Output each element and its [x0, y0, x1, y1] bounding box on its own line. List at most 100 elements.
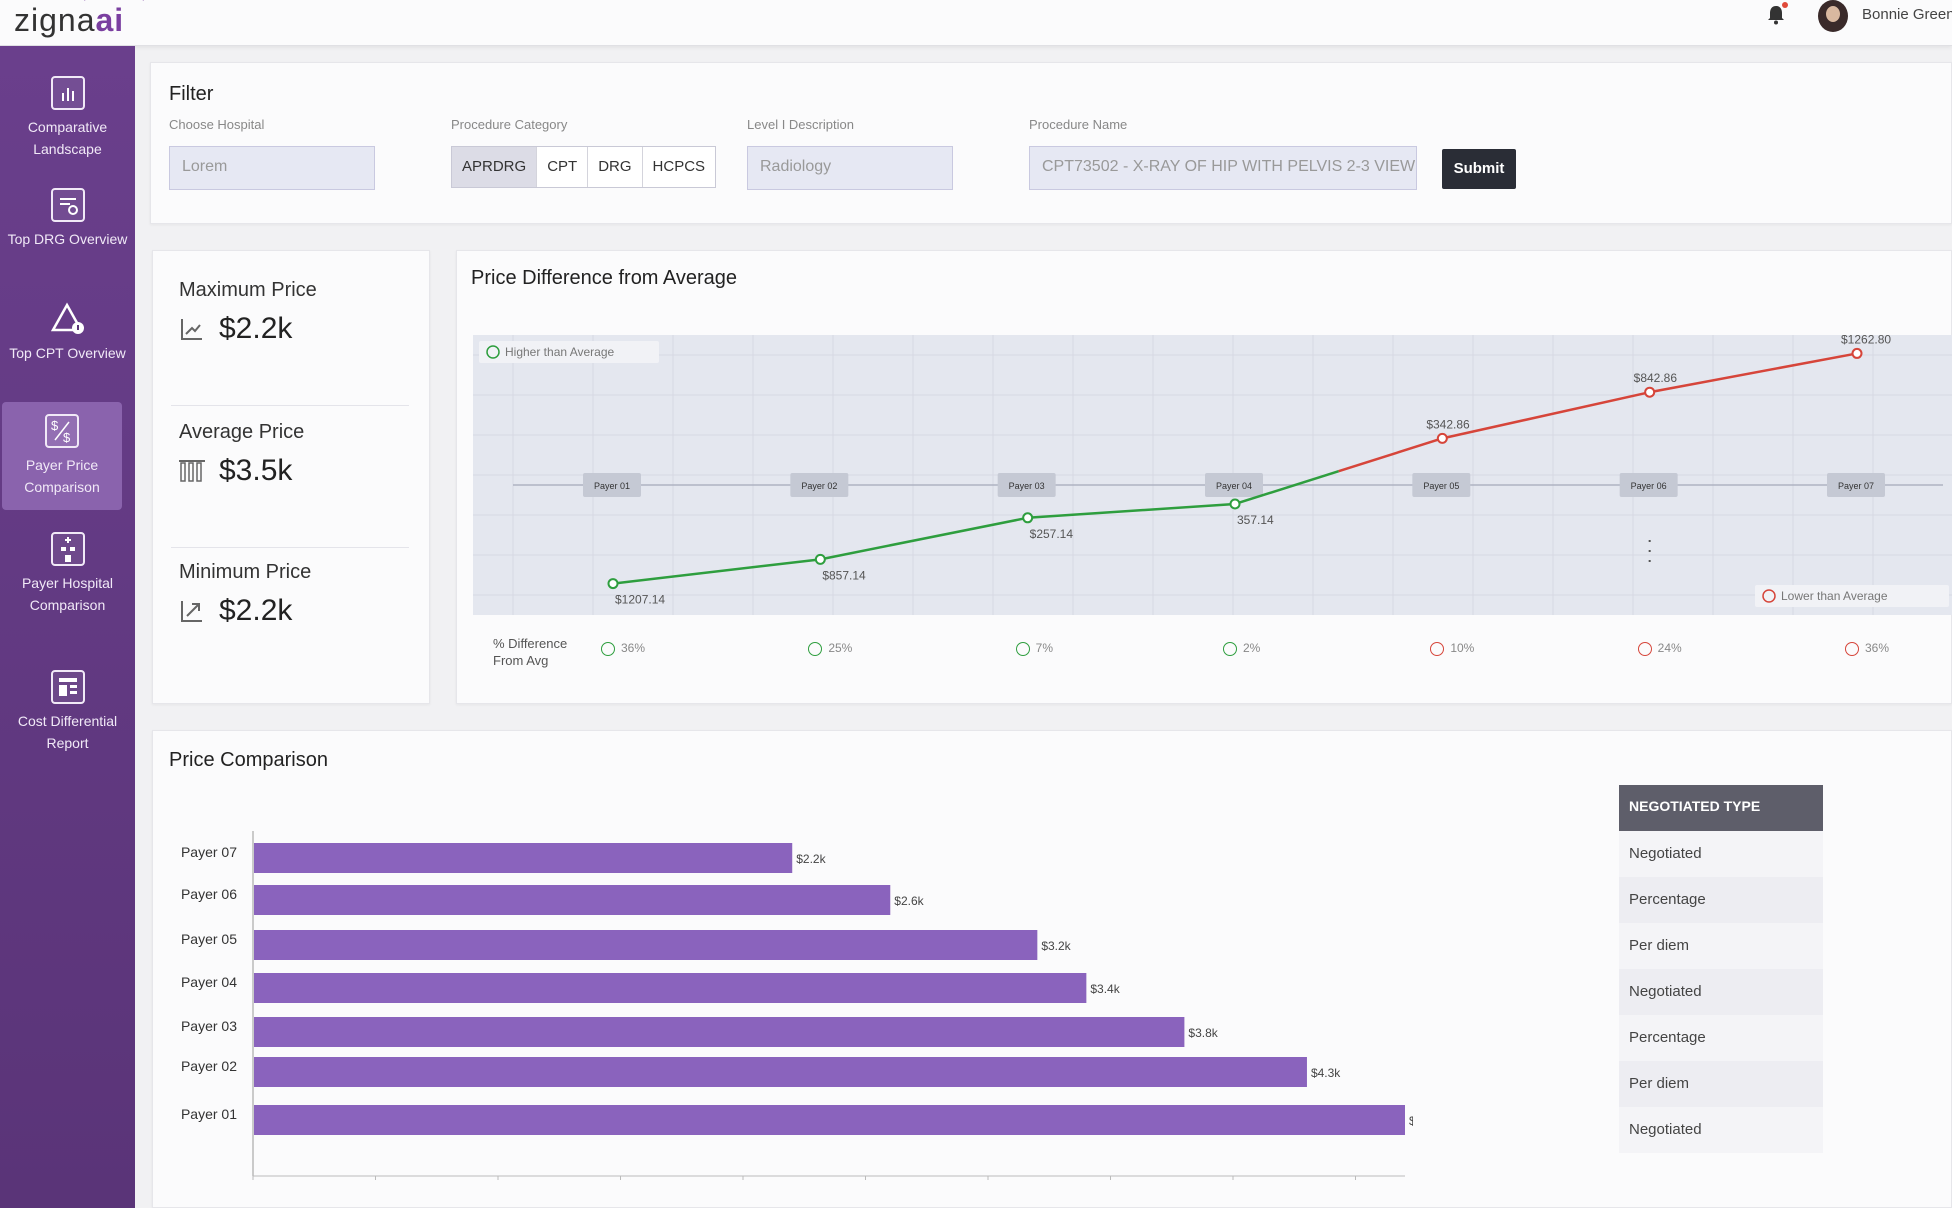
bar-chart-icon: [50, 76, 85, 110]
bar[interactable]: [254, 843, 793, 873]
category-option-aprdrg[interactable]: APRDRG: [452, 147, 538, 187]
data-label: 357.14: [1237, 513, 1274, 527]
category-option-hcpcs[interactable]: HCPCS: [652, 158, 706, 175]
series-line-segment: [820, 516, 1028, 561]
bar-value-label: $4.3k: [1311, 1066, 1341, 1080]
procedure-name-select[interactable]: CPT73502 - X-RAY OF HIP WITH PELVIS 2-3 …: [1029, 146, 1417, 190]
sidebar: Comparative Landscape Top DRG Overview T…: [0, 46, 135, 1208]
sidebar-item-label: Payer Hospital Comparison: [21, 575, 114, 613]
up-circle-icon: [1637, 641, 1652, 656]
bar[interactable]: [254, 1057, 1307, 1087]
bar[interactable]: [254, 1017, 1185, 1047]
procedure-category-label: Procedure Category: [451, 117, 568, 132]
avatar[interactable]: [1818, 0, 1848, 32]
data-point[interactable]: [1436, 432, 1448, 444]
avg-price-value: $3.5k: [219, 454, 293, 487]
price-stats-panel: Maximum Price $2.2k Average Price $3.5k …: [152, 250, 430, 704]
svg-text:Lower than Average: Lower than Average: [1781, 589, 1888, 603]
filter-title: Filter: [169, 83, 214, 105]
document-icon: [50, 188, 85, 222]
bar-value-label: $3.4k: [1090, 982, 1120, 996]
sidebar-item-payer-price-comparison[interactable]: $ $ Payer Price Comparison: [2, 402, 122, 510]
series-line-segment: [1338, 437, 1443, 473]
x-category-label: Payer 04: [1205, 473, 1263, 497]
data-point[interactable]: [607, 578, 619, 590]
max-price-value: $2.2k: [219, 312, 293, 345]
notification-bell-icon[interactable]: [1766, 2, 1788, 26]
data-point[interactable]: [1229, 498, 1241, 510]
pct-difference-label: % Difference From Avg: [493, 636, 568, 668]
procedure-category-toggle: APRDRG CPT DRG HCPCS: [451, 146, 717, 188]
data-point[interactable]: [1851, 347, 1863, 359]
y-tick-label: Payer 04: [181, 974, 237, 990]
sidebar-item-cost-differential-report[interactable]: Cost Differential Report: [0, 670, 135, 754]
bar[interactable]: [254, 973, 1087, 1003]
sidebar-item-comparative-landscape[interactable]: Comparative Landscape: [0, 76, 135, 160]
price-comparison-panel: Price Comparison Payer 07 $2.2k Payer 06 $2…: [152, 730, 1952, 1208]
level-description-select[interactable]: Radiology: [747, 146, 953, 190]
sidebar-item-top-drg[interactable]: Top DRG Overview: [0, 188, 135, 250]
negotiated-type-header: NEGOTIATED TYPE: [1619, 785, 1823, 831]
pct-difference-value: 2%: [1223, 641, 1260, 656]
svg-text:$: $: [63, 430, 71, 445]
sidebar-item-label: Top CPT Overview: [9, 345, 126, 361]
sidebar-item-label: Cost Differential Report: [17, 713, 118, 751]
negotiated-type-row: Negotiated: [1619, 1107, 1823, 1153]
price-comparison-chart: Payer 07 $2.2k Payer 06 $2.6k Payer 05 $3.2k P…: [181, 831, 1413, 1180]
negotiated-type-row: Percentage: [1619, 877, 1823, 923]
x-category-label: Payer 07: [1827, 473, 1885, 497]
expand-arrow-icon: [181, 601, 202, 622]
procedure-name-label: Procedure Name: [1029, 117, 1128, 132]
hospital-select[interactable]: Lorem: [169, 146, 375, 190]
sidebar-item-top-cpt[interactable]: Top CPT Overview: [0, 302, 135, 364]
bar-value-label: $3.2k: [1041, 939, 1071, 953]
pct-difference-value: 24%: [1637, 641, 1682, 656]
data-point[interactable]: [814, 553, 826, 565]
bar-value-label: $2.2k: [796, 852, 826, 866]
y-tick-label: Payer 07: [181, 844, 237, 860]
x-category-label: Payer 05: [1412, 473, 1471, 497]
pct-difference-value: 36%: [1845, 641, 1889, 656]
category-option-cpt[interactable]: CPT: [537, 147, 589, 187]
svg-text:Payer 06: Payer 06: [1631, 481, 1667, 491]
logo-ai: ai: [95, 2, 125, 38]
negotiated-type-row: Negotiated: [1619, 831, 1823, 877]
down-circle-icon: [1223, 641, 1237, 656]
bar[interactable]: [254, 930, 1038, 960]
svg-text:$: $: [51, 418, 59, 433]
notification-dot: [1782, 2, 1788, 8]
stat-divider: [171, 405, 409, 406]
negotiated-type-row: Per diem: [1619, 1061, 1823, 1107]
submit-button[interactable]: Submit: [1442, 149, 1516, 189]
min-price-value: $2.2k: [219, 594, 293, 627]
down-circle-icon: [1015, 641, 1030, 656]
username[interactable]: Bonnie Green: [1862, 6, 1952, 23]
series-line-segment: [1649, 352, 1858, 394]
series-line-segment: [1234, 469, 1340, 506]
data-label: $1262.80: [1841, 335, 1891, 346]
bar[interactable]: [254, 885, 891, 915]
triangle-alert-icon: [50, 302, 85, 336]
negotiated-type-row: Per diem: [1619, 923, 1823, 969]
avg-price-stat: Average Price $3.5k: [179, 421, 409, 488]
data-point[interactable]: [1644, 386, 1656, 398]
max-price-label: Maximum Price: [179, 279, 317, 301]
sidebar-item-label: Top DRG Overview: [7, 231, 128, 247]
sidebar-item-payer-hospital-comparison[interactable]: Payer Hospital Comparison: [0, 532, 135, 616]
svg-text:Higher than Average: Higher than Average: [505, 345, 615, 359]
data-label: $257.14: [1030, 527, 1074, 541]
app-logo[interactable]: zignaai: [14, 2, 124, 39]
pct-difference-value: 7%: [1015, 641, 1053, 656]
price-difference-plot-area: Higher than Average Lower than Average Pay…: [473, 332, 1952, 615]
category-option-drg[interactable]: DRG: [588, 147, 643, 187]
bar-value-label: $4.7k: [1409, 1114, 1413, 1128]
data-point[interactable]: [1022, 512, 1034, 524]
series-line-segment: [612, 558, 821, 585]
logo-text: zigna: [14, 2, 96, 38]
pct-difference-value: 25%: [808, 641, 852, 656]
bar[interactable]: [254, 1105, 1405, 1135]
trend-up-icon: [181, 319, 202, 340]
higher-than-average-legend: Higher than Average: [479, 341, 659, 363]
svg-text:Payer 02: Payer 02: [801, 481, 837, 491]
top-bar: zignaai Bonnie Green: [0, 0, 1952, 46]
